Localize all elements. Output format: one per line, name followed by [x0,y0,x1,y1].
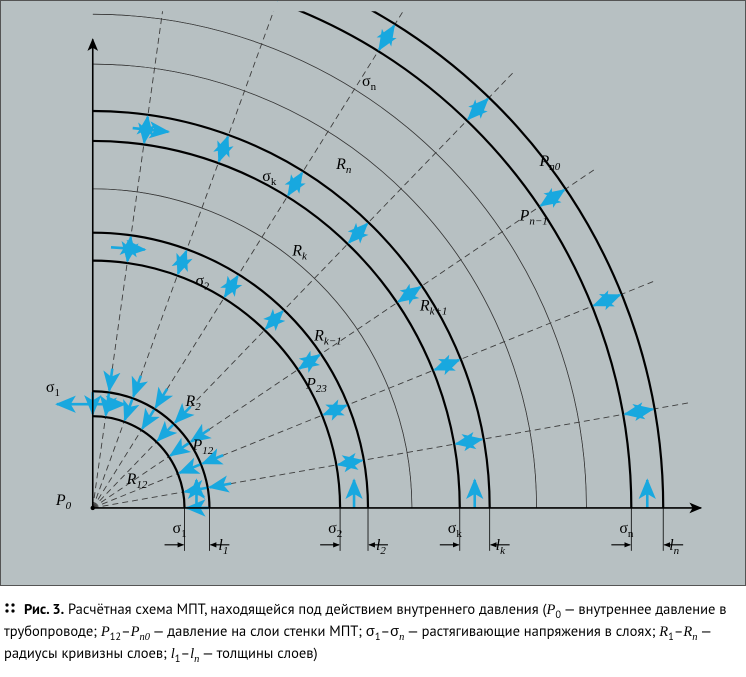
caption-dots-icon [4,602,20,616]
cap-P12: P [101,624,110,640]
cap-d4: – [180,644,190,663]
svg-text:l1: l1 [218,537,228,557]
svg-text:R2: R2 [185,393,202,413]
svg-text:R12: R12 [126,471,148,491]
svg-text:σk: σk [262,168,277,188]
svg-text:σk: σk [448,520,463,540]
svg-text:l2: l2 [376,537,386,557]
svg-text:Rk: Rk [291,243,308,263]
svg-text:σ1: σ1 [46,379,60,399]
svg-text:Pn0: Pn0 [539,153,561,173]
svg-text:σ2: σ2 [195,273,209,293]
diagram-svg: P0R12P12R2P23Rk−1RkRk+1RnPn−1Pn0σ1σ2σkσn… [1,1,745,585]
cap-t3: — давление на слои стенки МПТ; [150,622,366,641]
svg-text:Rk+1: Rk+1 [419,297,448,317]
cap-d1: – [121,622,131,641]
cap-sn: σ [390,622,399,641]
svg-text:P0: P0 [55,492,72,512]
svg-text:ln: ln [669,537,679,557]
figure-caption: Рис. 3. Расчётная схема МПТ, находящейся… [0,586,746,677]
caption-t1: Расчётная схема МПТ, находящейся под дей… [64,600,546,619]
svg-text:P12: P12 [191,437,213,457]
svg-text:σn: σn [362,73,377,93]
svg-text:lk: lk [496,537,506,557]
cap-Pn0: P [131,624,140,640]
caption-lead: Рис. 3. [24,600,64,619]
svg-text:Rn: Rn [335,156,352,176]
svg-text:P23: P23 [305,375,327,395]
svg-text:Rk−1: Rk−1 [313,327,342,347]
diagram-plot-area: P0R12P12R2P23Rk−1RkRk+1RnPn−1Pn0σ1σ2σkσn… [0,0,746,586]
cap-Rn: R [683,624,692,640]
figure-container: P0R12P12R2P23Rk−1RkRk+1RnPn−1Pn0σ1σ2σkσn… [0,0,746,677]
cap-R1: R [659,624,668,640]
cap-d3: – [674,622,684,641]
cap-s1: σ [366,622,375,641]
cap-t4: — растягивающие напряжения в слоях; [404,622,659,641]
svg-text:σn: σn [619,520,634,540]
cap-d2: – [381,622,391,641]
cap-P12s: 12 [110,629,121,643]
cap-t6: — толщины слоев) [199,644,317,663]
cap-Pn0s: n0 [140,632,150,643]
